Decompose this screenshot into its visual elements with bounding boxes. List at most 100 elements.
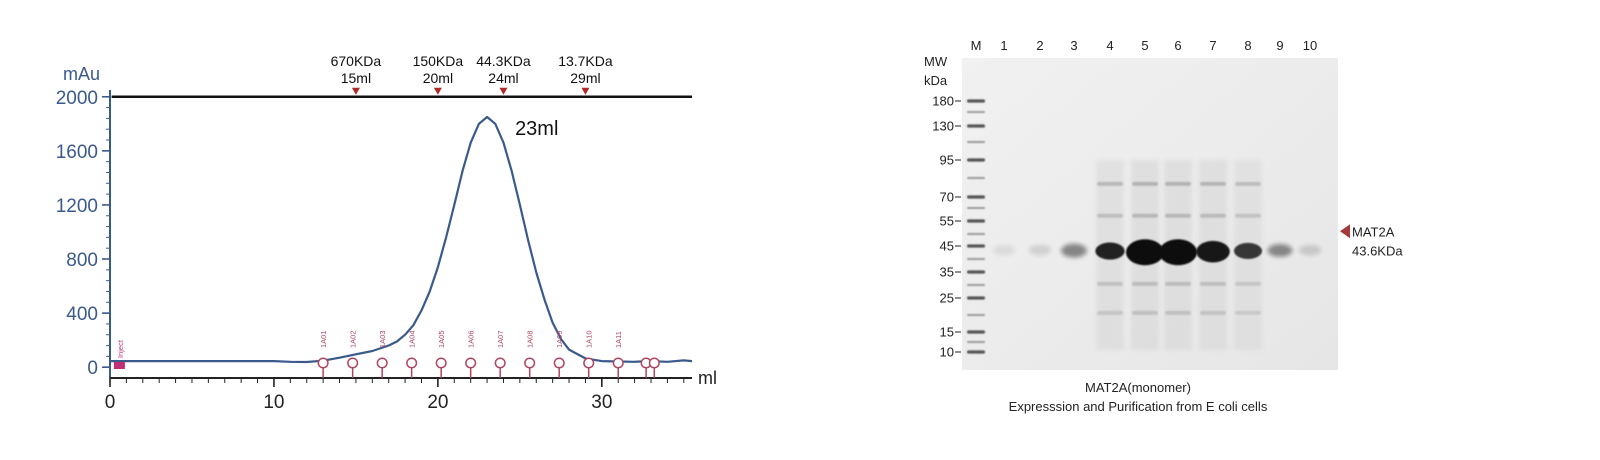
fraction-marker-icon xyxy=(553,357,565,369)
marker-volume-label: 15ml xyxy=(341,70,371,86)
target-protein-label: MAT2A xyxy=(1352,224,1395,239)
marker-mw-label: 13.7KDa xyxy=(558,53,613,69)
y-tick-label: 800 xyxy=(66,250,98,271)
marker-triangle-icon xyxy=(351,87,360,95)
lane-label: M xyxy=(971,38,982,53)
lane-label: 10 xyxy=(1303,38,1317,53)
x-tick-label: 0 xyxy=(105,392,116,413)
ladder-faint-band xyxy=(967,258,985,260)
chromatogram-axes: 0 400 800 1200 1600 2000 0 10 20 30 xyxy=(56,88,692,413)
ladder-faint-band xyxy=(967,111,985,113)
contaminant-band xyxy=(1235,310,1261,315)
marker-triangle-icon xyxy=(433,87,442,95)
target-band xyxy=(1267,244,1293,257)
ladder-label: 45 xyxy=(940,239,954,254)
chromatogram-curve xyxy=(110,115,693,364)
lane-label: 2 xyxy=(1036,38,1043,53)
ladder-faint-band xyxy=(967,284,985,286)
x-axis-label: ml xyxy=(698,368,717,388)
target-band xyxy=(992,244,1016,256)
fraction-marker-icon xyxy=(494,357,506,369)
ladder-band xyxy=(967,99,985,103)
fraction-label: 1A09 xyxy=(555,330,564,348)
target-band xyxy=(1028,244,1052,256)
lane-label: 6 xyxy=(1174,38,1181,53)
y-tick-label: 0 xyxy=(87,358,98,379)
lane-label: 7 xyxy=(1209,38,1216,53)
lane-label: 4 xyxy=(1106,38,1113,53)
y-tick-label: 400 xyxy=(66,304,98,325)
gel-caption: MAT2A(monomer) Expresssion and Purificat… xyxy=(920,378,1356,416)
fraction-marker-icon xyxy=(317,357,329,369)
ladder-band xyxy=(967,330,985,334)
marker-volume-label: 24ml xyxy=(488,70,518,86)
mw-axis-label: MW xyxy=(924,54,948,69)
lane-label: 3 xyxy=(1070,38,1077,53)
contaminant-band xyxy=(1165,281,1191,286)
fraction-label: 1A11 xyxy=(614,331,623,348)
contaminant-band xyxy=(1165,213,1191,218)
target-mw-label: 43.6KDa xyxy=(1352,243,1403,258)
target-arrow-icon xyxy=(1340,224,1350,239)
fraction-label: 1A02 xyxy=(349,330,358,348)
contaminant-band xyxy=(1165,310,1191,315)
lane-label: 9 xyxy=(1276,38,1283,53)
fraction-marker-icon xyxy=(465,357,477,369)
contaminant-band xyxy=(1235,281,1261,286)
contaminant-band xyxy=(1235,181,1261,186)
marker-volume-label: 20ml xyxy=(423,70,453,86)
marker-mw-label: 670KDa xyxy=(331,53,382,69)
ladder-label: 70 xyxy=(940,190,954,205)
contaminant-band xyxy=(1132,281,1158,286)
ladder-faint-band xyxy=(967,141,985,143)
ladder-label: 10 xyxy=(940,345,954,360)
ladder-faint-band xyxy=(967,314,985,316)
target-band xyxy=(1196,240,1230,263)
fraction-label: 1A10 xyxy=(585,330,594,348)
y-tick-label: 1600 xyxy=(56,142,98,163)
fraction-label: 1A04 xyxy=(408,330,417,348)
contaminant-band xyxy=(1132,310,1158,315)
gel-figure: MW kDa M 1 2 3 4 5 6 7 8 9 10180130957055453525151… xyxy=(924,38,1403,370)
marker-mw-label: 150KDa xyxy=(413,53,464,69)
marker-volume-label: 29ml xyxy=(570,70,600,86)
fraction-label: 1A06 xyxy=(467,330,476,348)
fraction-label: 1A08 xyxy=(526,330,535,348)
target-band xyxy=(1159,239,1197,266)
ladder-faint-band xyxy=(967,341,985,343)
fraction-marker-icon xyxy=(583,357,595,369)
ladder-label: 25 xyxy=(940,291,954,306)
fraction-label: 1A05 xyxy=(437,330,446,348)
inject-marker xyxy=(113,362,125,369)
fraction-marker-icon xyxy=(376,357,388,369)
fraction-label: 1A07 xyxy=(496,330,505,348)
target-band xyxy=(1298,244,1322,256)
fraction-marker-icon xyxy=(612,357,624,369)
contaminant-band xyxy=(1165,181,1191,186)
ladder-band xyxy=(967,158,985,162)
lane-label: 8 xyxy=(1244,38,1251,53)
contaminant-band xyxy=(1200,281,1226,286)
x-tick-label: 20 xyxy=(427,392,448,413)
ladder-band xyxy=(967,296,985,300)
y-tick-label: 1200 xyxy=(56,196,98,217)
y-tick-label: 2000 xyxy=(56,88,98,109)
target-band xyxy=(1126,239,1164,266)
ladder-band xyxy=(967,270,985,274)
contaminant-band xyxy=(1235,213,1261,218)
ladder-band xyxy=(967,124,985,128)
fraction-label: 1A03 xyxy=(378,330,387,348)
ladder-label: 15 xyxy=(940,325,954,340)
contaminant-band xyxy=(1097,310,1123,315)
fraction-marker-icon xyxy=(406,357,418,369)
inject-label: Inject xyxy=(116,339,125,358)
ladder-band xyxy=(967,219,985,223)
ladder-label: 55 xyxy=(940,214,954,229)
ladder-label: 35 xyxy=(940,265,954,280)
ladder-band xyxy=(967,195,985,199)
contaminant-band xyxy=(1200,181,1226,186)
marker-triangle-icon xyxy=(581,87,590,95)
contaminant-band xyxy=(1200,213,1226,218)
